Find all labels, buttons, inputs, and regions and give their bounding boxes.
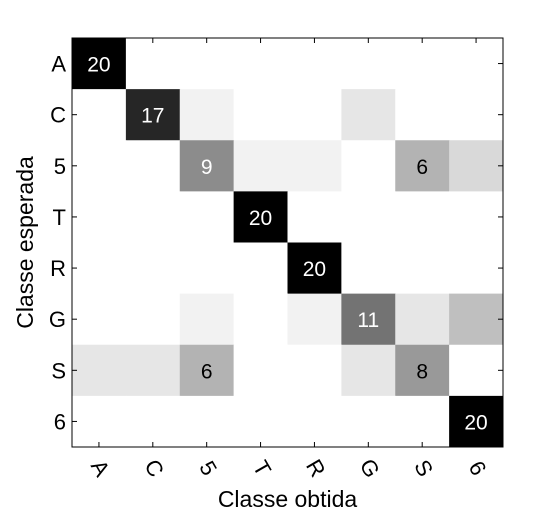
heatmap-cell-G-G bbox=[341, 293, 396, 346]
heatmap-cell-C-G bbox=[341, 89, 396, 141]
heatmap-cell-6-5 bbox=[179, 395, 235, 448]
x-tick-label-G: G bbox=[355, 454, 385, 481]
heatmap-cell-T-T bbox=[233, 191, 288, 243]
heatmap-cell-R-6 bbox=[449, 242, 504, 295]
heatmap-cell-C-S bbox=[395, 89, 450, 141]
x-tick-label-C: C bbox=[139, 455, 169, 481]
cell-value-label: 20 bbox=[249, 207, 272, 230]
heatmap-cell-5-5 bbox=[179, 140, 235, 192]
heatmap-cell-S-C bbox=[125, 344, 181, 397]
cell-value-label: 20 bbox=[303, 258, 326, 281]
heatmap-cell-S-R bbox=[287, 344, 342, 397]
heatmap-cell-labels: 20 17 9 6 20 20 11 6 8 20 bbox=[87, 54, 487, 435]
heatmap-cell-A-6 bbox=[449, 38, 504, 90]
heatmap-cell-A-A bbox=[72, 38, 127, 90]
heatmap-cell-5-G bbox=[341, 140, 396, 192]
heatmap-cell-A-G bbox=[341, 38, 396, 90]
y-tick-label-G: G bbox=[49, 307, 66, 332]
heatmap-cell-G-C bbox=[125, 293, 181, 346]
heatmap-cell-6-S bbox=[395, 395, 450, 448]
heatmap-cell-T-6 bbox=[449, 191, 504, 243]
heatmap-cell-A-5 bbox=[179, 38, 235, 90]
x-axis-title: Classe obtida bbox=[218, 486, 358, 512]
cell-value-label: 9 bbox=[201, 156, 213, 179]
heatmap-cell-A-S bbox=[395, 38, 450, 90]
heatmap-cell-S-6 bbox=[449, 344, 504, 397]
heatmap-cell-S-S bbox=[395, 344, 450, 397]
x-tick-label-6: 6 bbox=[464, 457, 492, 480]
heatmap-cell-T-A bbox=[72, 191, 127, 243]
heatmap-cell-T-G bbox=[341, 191, 396, 243]
heatmap-cell-G-R bbox=[287, 293, 342, 346]
y-tick-label-6: 6 bbox=[54, 409, 66, 434]
heatmap-cell-5-A bbox=[72, 140, 127, 192]
x-tick-label-5: 5 bbox=[194, 457, 222, 480]
heatmap-cell-A-T bbox=[233, 38, 288, 90]
heatmap-cell-S-5 bbox=[179, 344, 235, 397]
x-tick-label-T: T bbox=[248, 456, 276, 480]
heatmap-cell-A-C bbox=[125, 38, 181, 90]
heatmap-cell-G-S bbox=[395, 293, 450, 346]
heatmap-cell-5-R bbox=[287, 140, 342, 192]
y-axis-ticks: A C 5 T R G S 6 bbox=[49, 52, 503, 434]
cell-value-label: 8 bbox=[416, 360, 428, 383]
cell-value-label: 17 bbox=[141, 105, 164, 128]
heatmap-cell-A-R bbox=[287, 38, 342, 90]
heatmap-cell-R-T bbox=[233, 242, 288, 295]
heatmap-cell-S-A bbox=[72, 344, 127, 397]
y-tick-label-A: A bbox=[51, 52, 66, 77]
heatmap-cell-R-5 bbox=[179, 242, 235, 295]
heatmap-cell-S-G bbox=[341, 344, 396, 397]
heatmap-cell-G-A bbox=[72, 293, 127, 346]
x-tick-label-R: R bbox=[301, 455, 331, 481]
x-tick-label-S: S bbox=[409, 456, 438, 481]
cell-value-label: 6 bbox=[416, 156, 428, 179]
heatmap-cell-5-C bbox=[125, 140, 181, 192]
heatmap-cell-5-T bbox=[233, 140, 288, 192]
heatmap-cell-C-5 bbox=[179, 89, 235, 141]
heatmap-cell-G-5 bbox=[179, 293, 235, 346]
plot-frame bbox=[71, 37, 504, 448]
heatmap-cell-T-R bbox=[287, 191, 342, 243]
heatmap-cell-C-R bbox=[287, 89, 342, 141]
cell-value-label: 6 bbox=[201, 360, 213, 383]
heatmap-cell-S-T bbox=[233, 344, 288, 397]
heatmap-cell-T-S bbox=[395, 191, 450, 243]
heatmap-cell-G-6 bbox=[449, 293, 504, 346]
heatmap-cell-6-C bbox=[125, 395, 181, 448]
heatmap-cell-6-6 bbox=[449, 395, 504, 448]
heatmap-cell-R-A bbox=[72, 242, 127, 295]
cell-value-label: 20 bbox=[87, 54, 110, 77]
y-axis-title: Classe esperada bbox=[12, 156, 38, 329]
heatmap-cell-5-6 bbox=[449, 140, 504, 192]
heatmap-cell-R-G bbox=[341, 242, 396, 295]
heatmap-cell-C-C bbox=[125, 89, 181, 141]
heatmap-cell-R-S bbox=[395, 242, 450, 295]
heatmap-cell-G-T bbox=[233, 293, 288, 346]
y-tick-label-5: 5 bbox=[54, 154, 66, 179]
y-tick-label-S: S bbox=[51, 358, 66, 383]
x-tick-label-A: A bbox=[86, 456, 115, 481]
cell-value-label: 20 bbox=[464, 411, 487, 434]
cell-value-label: 11 bbox=[357, 309, 379, 332]
heatmap-cell-C-T bbox=[233, 89, 288, 141]
y-tick-label-R: R bbox=[50, 256, 66, 281]
heatmap-cell-C-6 bbox=[449, 89, 504, 141]
heatmap-cell-5-S bbox=[395, 140, 450, 192]
y-tick-label-C: C bbox=[50, 103, 66, 128]
heatmap-cell-R-R bbox=[287, 242, 342, 295]
heatmap-cell-6-G bbox=[341, 395, 396, 448]
heatmap-cells bbox=[72, 38, 504, 448]
y-tick-label-T: T bbox=[53, 205, 66, 230]
heatmap-cell-T-C bbox=[125, 191, 181, 243]
heatmap-cell-6-T bbox=[233, 395, 288, 448]
heatmap-cell-R-C bbox=[125, 242, 181, 295]
heatmap-cell-C-A bbox=[72, 89, 127, 141]
heatmap-cell-6-R bbox=[287, 395, 342, 448]
heatmap-cell-6-A bbox=[72, 395, 127, 448]
heatmap-cell-T-5 bbox=[179, 191, 235, 243]
